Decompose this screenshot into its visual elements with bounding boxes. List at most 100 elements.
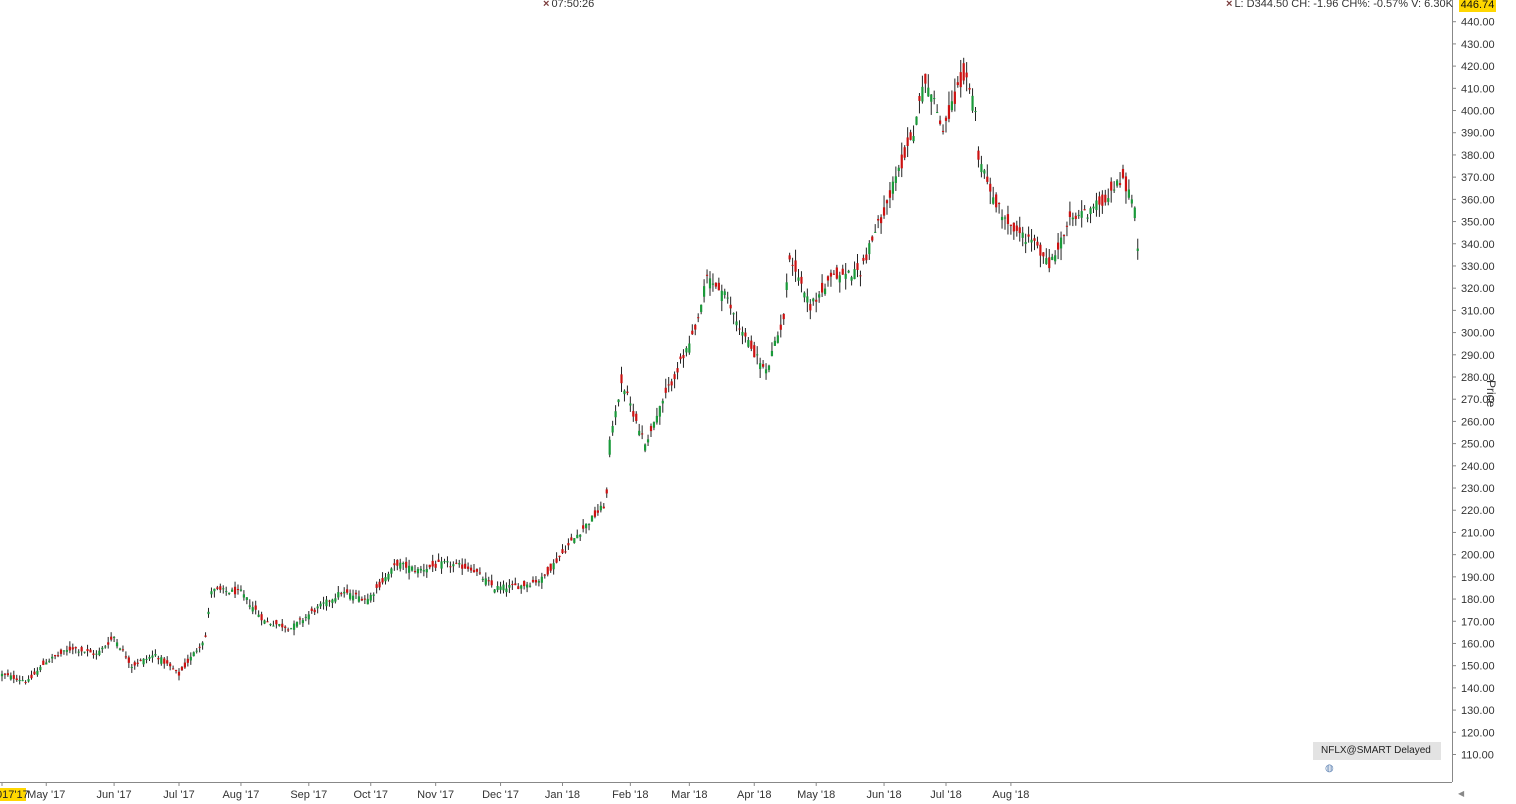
candle-body <box>1077 214 1080 216</box>
x-tick-label: Oct '17 <box>353 789 388 801</box>
candle-body <box>549 563 552 571</box>
candle-body <box>242 594 245 598</box>
candle-body <box>986 176 989 182</box>
candle <box>1033 234 1036 251</box>
candle <box>552 559 555 575</box>
candle <box>641 425 644 440</box>
candle-body <box>708 278 712 289</box>
candle-body <box>953 91 956 104</box>
candle <box>337 586 340 600</box>
candle <box>1015 220 1018 237</box>
candle-body <box>304 616 307 618</box>
x-tick-label: Jan '18 <box>545 789 580 801</box>
candle <box>1118 172 1122 188</box>
candle-body <box>924 73 927 84</box>
candle-body <box>776 335 779 343</box>
candle <box>177 668 181 681</box>
candle-body <box>39 666 42 671</box>
candle <box>107 636 110 649</box>
candle-body <box>366 598 369 605</box>
candle <box>1042 252 1045 264</box>
candle <box>998 202 1001 214</box>
candle-body <box>806 296 809 303</box>
candle <box>322 596 325 610</box>
candle-body <box>204 635 207 637</box>
candle <box>51 653 54 663</box>
candle <box>219 583 222 593</box>
candle <box>915 116 918 126</box>
close-icon[interactable]: × <box>1226 0 1233 10</box>
candle-body <box>343 591 346 594</box>
candle <box>154 649 157 657</box>
candle <box>1086 214 1089 223</box>
candle <box>629 396 632 412</box>
candle <box>564 545 567 554</box>
candle-body <box>45 662 48 665</box>
symbol-badge[interactable]: NFLX@SMART Delayed ◍ <box>1313 742 1441 774</box>
candle-body <box>537 581 540 583</box>
candle-body <box>115 642 119 647</box>
candle <box>573 538 576 544</box>
x-tick-label: May '18 <box>797 789 835 801</box>
candle-body <box>496 585 499 590</box>
candle-body <box>617 399 620 403</box>
candle <box>98 647 101 657</box>
candle-body <box>735 321 738 326</box>
candle-body <box>794 260 797 272</box>
candle-body <box>80 647 83 652</box>
candle <box>1006 205 1010 235</box>
candle <box>1095 192 1098 217</box>
candle <box>1027 226 1030 243</box>
candle <box>661 398 664 413</box>
candle <box>458 559 461 568</box>
candle <box>835 264 838 280</box>
candle-body <box>399 562 402 569</box>
candle-body <box>505 588 508 593</box>
candle-body <box>652 422 656 428</box>
candle <box>605 487 608 498</box>
candle-body <box>1012 222 1015 232</box>
candle <box>590 515 594 522</box>
candle-body <box>443 561 446 563</box>
candle <box>172 665 175 670</box>
candle-body <box>1057 242 1060 250</box>
candle <box>1071 212 1074 227</box>
candle-body <box>968 87 971 90</box>
candle-body <box>62 650 66 652</box>
candle <box>909 129 912 141</box>
candle <box>372 592 375 603</box>
candle <box>1057 233 1060 260</box>
candle-body <box>219 586 222 590</box>
candle <box>304 614 307 622</box>
candle-body <box>434 563 437 568</box>
candle <box>104 645 107 649</box>
candle <box>251 601 254 615</box>
candle-body <box>747 339 750 347</box>
close-icon[interactable]: × <box>543 0 550 10</box>
candle-body <box>1068 211 1071 218</box>
candle-body <box>599 505 602 511</box>
scroll-left-arrow-icon[interactable]: ◀ <box>1458 789 1465 798</box>
candle <box>124 651 127 660</box>
candle <box>204 632 207 638</box>
candle <box>549 563 552 573</box>
y-tick-label: 320.00 <box>1461 283 1495 295</box>
candle-body <box>469 567 473 571</box>
globe-icon: ◍ <box>1325 763 1334 774</box>
candle-body <box>1015 225 1018 231</box>
candle-body <box>71 647 74 650</box>
candle <box>71 643 74 655</box>
candle-body <box>705 274 709 276</box>
candle <box>968 83 971 94</box>
candle <box>307 611 310 625</box>
candle <box>800 271 803 293</box>
candle <box>602 503 605 509</box>
candle <box>844 263 847 290</box>
candle <box>764 363 768 380</box>
y-axis: 110.00 120.00 130.00 140.00 150.00 160.00 170.… <box>1452 17 1495 762</box>
candle-body <box>15 678 18 681</box>
candle <box>906 127 909 158</box>
x-tick-label: Dec '17 <box>482 789 519 801</box>
candle <box>871 235 874 243</box>
